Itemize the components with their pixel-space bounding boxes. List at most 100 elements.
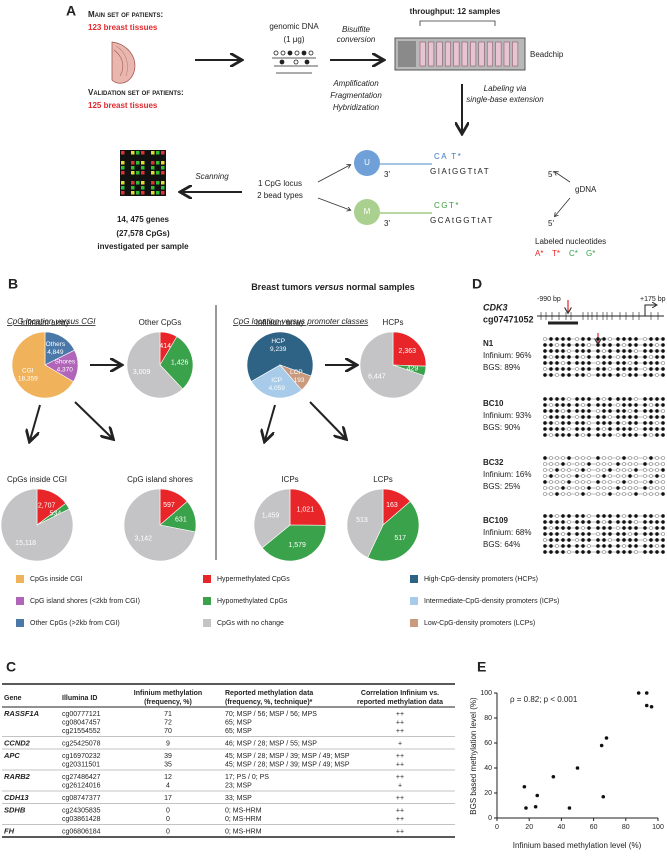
sample-bgs: BGS: 25% xyxy=(483,482,520,491)
nucleotide: G* xyxy=(586,249,595,258)
cpg-dot xyxy=(575,355,579,359)
cpg-dot xyxy=(622,427,626,431)
gene-name: APC xyxy=(3,751,20,760)
cpg-dot xyxy=(543,427,547,431)
cpg-dot xyxy=(549,355,553,359)
cpg-dot xyxy=(543,433,547,437)
cpg-dot xyxy=(587,538,591,542)
gene-name: RARB2 xyxy=(4,772,31,781)
cpg-dot xyxy=(628,415,632,419)
cpg-dot xyxy=(608,421,612,425)
cpg-dot xyxy=(581,480,585,484)
sample-name: BC32 xyxy=(483,458,504,467)
chip-slot xyxy=(461,41,468,67)
cpg-dot xyxy=(634,486,638,490)
cpg-dot xyxy=(581,486,585,490)
cpg-dot xyxy=(549,343,553,347)
cpg-dot xyxy=(549,361,553,365)
cpg-dot xyxy=(661,544,665,548)
cpg-dot xyxy=(655,433,659,437)
scan-spot xyxy=(156,151,160,155)
slice-value: 1,579 xyxy=(288,542,306,549)
cpg-dot xyxy=(661,514,665,518)
cpg-dot xyxy=(561,361,565,365)
cpg-dot xyxy=(561,520,565,524)
cpg-dot xyxy=(575,415,579,419)
panel-label: A xyxy=(66,3,76,19)
table-cell: 70 xyxy=(164,728,172,735)
cpg-dot xyxy=(661,468,665,472)
slice-value: 9,239 xyxy=(270,346,287,353)
table-header: Correlation Infinium vs. xyxy=(361,690,439,697)
scan-spot xyxy=(136,191,140,195)
cpg-dot xyxy=(581,409,585,413)
cpg-dot xyxy=(587,409,591,413)
scan-spot xyxy=(136,171,140,175)
cpg-dot xyxy=(608,492,612,496)
cpg-dot xyxy=(596,520,600,524)
cpg-dot xyxy=(634,526,638,530)
table-cell: ++ xyxy=(396,753,404,760)
cpg-dot xyxy=(602,550,606,554)
cpg-dot xyxy=(549,403,553,407)
cpg-dot xyxy=(628,526,632,530)
cpg-dot xyxy=(661,397,665,401)
cpg-dot xyxy=(661,415,665,419)
cpg-dot xyxy=(581,514,585,518)
labeling: Labeling via xyxy=(484,84,527,93)
cpg-dot xyxy=(655,514,659,518)
table-cell: cg24305835 xyxy=(62,807,101,814)
cpg-dot xyxy=(587,373,591,377)
scan-spot xyxy=(131,151,135,155)
chip-slot xyxy=(453,41,460,67)
cpg-dot xyxy=(622,415,626,419)
cpg-dot xyxy=(602,361,606,365)
cpg-dot xyxy=(616,337,620,341)
table-cell: cg27486427 xyxy=(62,774,101,781)
cpg-dot xyxy=(587,421,591,425)
table-header: Infinium methylation xyxy=(134,690,202,697)
cpg-dot xyxy=(561,427,565,431)
cpg-dot xyxy=(561,343,565,347)
cpg-dot xyxy=(575,337,579,341)
panel-label: E xyxy=(477,659,486,675)
slice-value: 6,447 xyxy=(368,373,386,380)
cpg-dot xyxy=(543,409,547,413)
cpg-dot xyxy=(643,355,647,359)
cpg-dot xyxy=(608,550,612,554)
cpg-dot xyxy=(581,520,585,524)
cpg-dot xyxy=(561,349,565,353)
cpg-dot xyxy=(608,397,612,401)
cpg-dot xyxy=(543,415,547,419)
pie-slice xyxy=(159,336,194,390)
scan-spot xyxy=(141,161,145,165)
cpg-dot xyxy=(634,492,638,496)
cpg-dot xyxy=(616,514,620,518)
cpg-dot xyxy=(649,526,653,530)
table-cell: 0; MS-HRM xyxy=(225,828,262,835)
cpg-dot xyxy=(608,403,612,407)
cpg-dot xyxy=(561,492,565,496)
cpg-dot xyxy=(634,415,638,419)
cpg-dot xyxy=(596,492,600,496)
cpg-dot xyxy=(655,462,659,466)
cpg-dot xyxy=(567,367,571,371)
cpg-dot xyxy=(567,456,571,460)
cpg-dot xyxy=(634,409,638,413)
legend-label: Hypomethylated CpGs xyxy=(217,598,288,605)
slice-value: 534 xyxy=(50,510,62,517)
cpg-dot xyxy=(628,427,632,431)
cpg-dot xyxy=(622,403,626,407)
scan-spot xyxy=(161,171,165,175)
cpg-dot xyxy=(649,361,653,365)
scan-spot xyxy=(141,191,145,195)
bead xyxy=(354,150,380,176)
scan-spot xyxy=(156,171,160,175)
table-cell: cg25425078 xyxy=(62,740,101,747)
cpg-dot xyxy=(649,514,653,518)
cpg-dot xyxy=(567,415,571,419)
cpg-dot xyxy=(596,349,600,353)
slice-value: 3,009 xyxy=(133,369,151,376)
cpg-dot xyxy=(575,486,579,490)
cpg-dot xyxy=(608,538,612,542)
